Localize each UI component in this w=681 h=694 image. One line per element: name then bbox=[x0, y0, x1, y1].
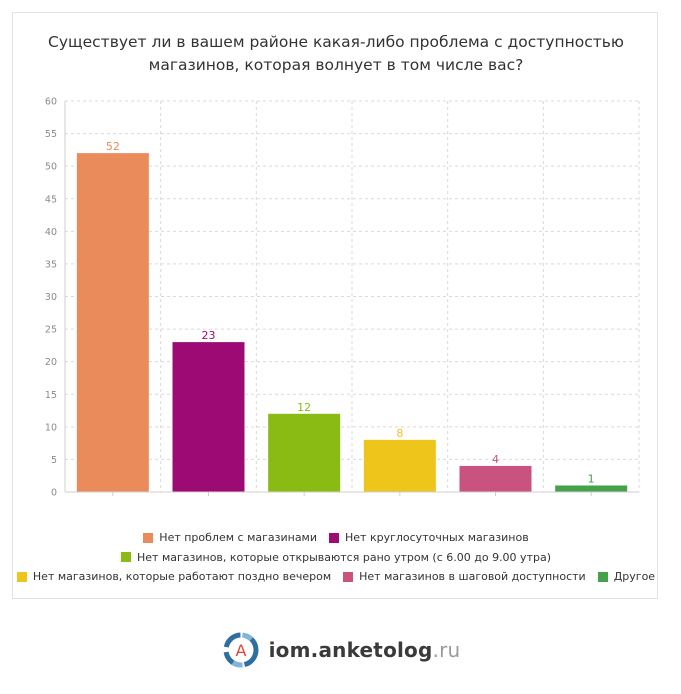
brand-footer: A iom.anketolog.ru bbox=[0, 630, 681, 670]
y-tick-label: 55 bbox=[45, 129, 57, 140]
bar bbox=[172, 342, 245, 492]
anketolog-logo-icon: A bbox=[223, 632, 259, 668]
bar bbox=[459, 465, 532, 492]
bar bbox=[555, 485, 628, 492]
legend-swatch bbox=[143, 532, 154, 543]
y-tick-label: 15 bbox=[45, 390, 57, 401]
y-tick-label: 35 bbox=[45, 259, 57, 270]
site-name-main: iom.anketolog bbox=[268, 638, 433, 662]
legend-label: Нет магазинов, которые открываются рано … bbox=[137, 550, 551, 564]
chart-legend: Нет проблем с магазинами Нет круглосуточн… bbox=[13, 528, 659, 587]
legend-swatch bbox=[329, 532, 340, 543]
y-tick-label: 45 bbox=[45, 194, 57, 205]
data-labels: 52 23 12 8 4 1 bbox=[106, 140, 595, 485]
y-tick-label: 30 bbox=[45, 292, 57, 303]
legend-row: Нет магазинов, которые работают поздно в… bbox=[13, 567, 659, 587]
y-tick-label: 20 bbox=[45, 357, 57, 368]
y-tick-label: 40 bbox=[45, 227, 57, 238]
site-name-tld: .ru bbox=[432, 638, 461, 662]
data-label: 8 bbox=[396, 427, 403, 440]
legend-item[interactable]: Другое bbox=[597, 570, 656, 584]
legend-item[interactable]: Нет круглосуточных магазинов bbox=[329, 531, 529, 544]
y-tick-label: 5 bbox=[51, 455, 57, 466]
y-tick-label: 0 bbox=[51, 488, 57, 499]
legend-label: Нет магазинов в шаговой доступности bbox=[359, 570, 586, 584]
y-tick-label: 50 bbox=[45, 162, 57, 173]
data-label: 4 bbox=[492, 453, 499, 466]
legend-label: Другое bbox=[613, 570, 656, 584]
bar bbox=[76, 153, 149, 492]
grid-lines bbox=[65, 100, 640, 492]
legend-label: Нет магазинов, которые работают поздно в… bbox=[32, 570, 332, 584]
chart-title: Существует ли в вашем районе какая-либо … bbox=[13, 31, 659, 77]
bar-chart: 52 23 12 8 4 1 0 5 10 15 20 25 30 35 40 45 50 55 60 bbox=[45, 97, 640, 499]
y-tick-label: 10 bbox=[45, 422, 57, 433]
data-label: 1 bbox=[588, 472, 595, 485]
chart-title-line-2: магазинов, которая волнует в том числе в… bbox=[148, 56, 524, 74]
legend-swatch bbox=[121, 552, 131, 563]
legend-swatch bbox=[16, 571, 27, 582]
y-tick-label: 25 bbox=[45, 325, 57, 336]
site-name[interactable]: iom.anketolog.ru bbox=[269, 638, 461, 662]
data-label: 52 bbox=[106, 140, 120, 153]
y-tick-label: 60 bbox=[45, 97, 57, 108]
legend-label: Нет круглосуточных магазинов bbox=[345, 531, 529, 545]
legend-swatch bbox=[343, 571, 354, 582]
legend-label: Нет проблем с магазинами bbox=[159, 531, 318, 545]
chart-title-line-1: Существует ли в вашем районе какая-либо … bbox=[48, 33, 624, 51]
legend-item[interactable]: Нет магазинов в шаговой доступности bbox=[343, 570, 586, 583]
data-label: 23 bbox=[202, 329, 216, 342]
axes: 0 5 10 15 20 25 30 35 40 45 50 55 60 bbox=[45, 97, 639, 499]
legend-item[interactable]: Нет магазинов, которые открываются рано … bbox=[121, 551, 551, 564]
legend-row: Нет проблем с магазинами Нет круглосуточн… bbox=[13, 528, 659, 548]
logo-letter: A bbox=[235, 641, 246, 660]
data-label: 12 bbox=[297, 401, 311, 414]
legend-item[interactable]: Нет магазинов, которые работают поздно в… bbox=[16, 570, 332, 584]
legend-item[interactable]: Нет проблем с магазинами bbox=[143, 531, 317, 544]
bar bbox=[363, 439, 436, 492]
chart-card: Существует ли в вашем районе какая-либо … bbox=[12, 12, 658, 599]
legend-row: Нет магазинов, которые открываются рано … bbox=[13, 548, 659, 568]
legend-swatch bbox=[597, 571, 608, 582]
bars bbox=[76, 153, 628, 492]
bar bbox=[268, 413, 341, 492]
